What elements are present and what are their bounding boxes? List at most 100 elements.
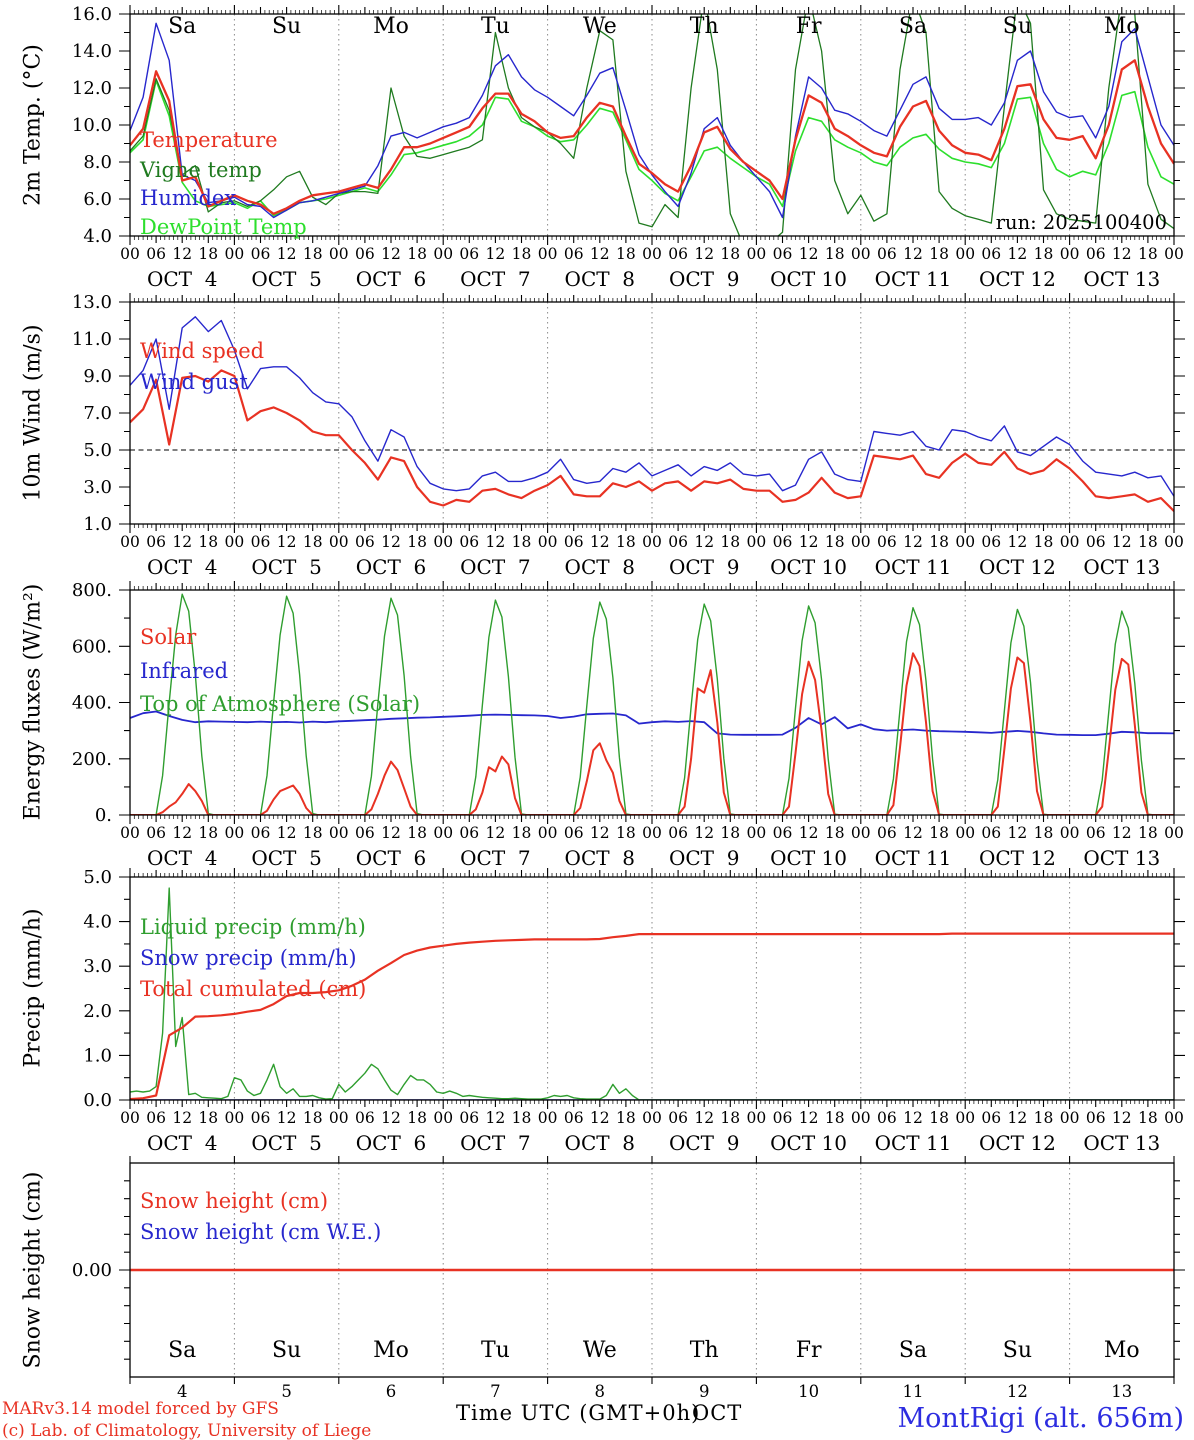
hour-label: 18: [616, 1109, 636, 1127]
weekday-label: Tu: [481, 14, 510, 39]
weekday-label: We: [583, 1338, 617, 1363]
hour-label: 06: [459, 1109, 479, 1127]
hour-label: 12: [486, 1109, 506, 1127]
hour-label: 12: [694, 245, 714, 263]
date-label: OCT 7: [460, 267, 530, 291]
hour-label: 12: [1112, 824, 1132, 842]
date-label: OCT 13: [1083, 555, 1160, 579]
station-label: MontRigi (alt. 656m): [897, 1403, 1184, 1434]
hour-label: 12: [1008, 533, 1028, 551]
hour-label: 00: [329, 245, 349, 263]
hour-label: 00: [433, 1109, 453, 1127]
date-label: OCT 7: [460, 555, 530, 579]
date-label: OCT 8: [565, 1131, 635, 1155]
hour-label: 00: [329, 1109, 349, 1127]
hour-label: 12: [172, 533, 192, 551]
humidex-line: [130, 22, 1174, 219]
day-number-label: 7: [490, 1382, 501, 1401]
hour-label: 06: [981, 245, 1001, 263]
legend-toa-solar: Top of Atmosphere (Solar): [140, 692, 421, 716]
hour-label: 06: [877, 1109, 897, 1127]
date-label: OCT 8: [565, 846, 635, 870]
y-tick-label: 4.0: [83, 226, 112, 247]
hour-label: 06: [251, 533, 271, 551]
hour-label: 06: [877, 533, 897, 551]
y-axis-title-temp: 2m Temp. (°C): [20, 44, 46, 206]
y-tick-label: 12.0: [72, 78, 112, 99]
date-label: OCT 5: [251, 846, 321, 870]
y-axis-title-snow: Snow height (cm): [20, 1171, 46, 1369]
legend-humidex: Humidex: [140, 186, 237, 210]
weekday-label: Sa: [168, 1338, 196, 1363]
hour-label: 12: [486, 824, 506, 842]
hour-label: 12: [381, 1109, 401, 1127]
hour-label: 18: [616, 533, 636, 551]
legend-wind-gust: Wind gust: [140, 370, 248, 394]
hour-label: 18: [1034, 533, 1054, 551]
weekday-label: Th: [690, 14, 719, 39]
hour-label: 18: [512, 533, 532, 551]
hour-label: 06: [459, 824, 479, 842]
hour-label: 00: [433, 533, 453, 551]
hour-label: 18: [198, 1109, 218, 1127]
hour-label: 18: [303, 533, 323, 551]
date-label: OCT 9: [669, 1131, 739, 1155]
y-tick-label: 13.0: [72, 292, 112, 313]
date-label: OCT 9: [669, 846, 739, 870]
weekday-label: Mo: [1104, 1338, 1140, 1363]
legend-total-cumulated: Total cumulated (cm): [140, 977, 367, 1001]
hour-label: 00: [538, 245, 558, 263]
date-label: OCT 7: [460, 846, 530, 870]
hour-label: 12: [172, 245, 192, 263]
y-ticks: [119, 589, 1185, 816]
hour-label: 00: [642, 824, 662, 842]
day-number-label: 8: [595, 1382, 606, 1401]
date-label: OCT 4: [147, 267, 217, 291]
hour-label: 06: [1086, 245, 1106, 263]
y-axis-title-energy: Energy fluxes (W/m²): [20, 583, 46, 821]
hour-label: 00: [225, 245, 245, 263]
day-ticks: [129, 1156, 1175, 1384]
hour-label: 12: [1112, 1109, 1132, 1127]
y-tick-label: 0.: [95, 805, 112, 826]
hour-label: 18: [929, 245, 949, 263]
run-label: run: 2025100400: [995, 211, 1167, 234]
hour-label: 06: [251, 1109, 271, 1127]
hour-minor-ticks: [133, 586, 1171, 819]
y-tick-label: 0.00: [72, 1260, 112, 1281]
hour-label: 18: [1138, 1109, 1158, 1127]
panel-snow: 0.00 Sa Su Mo Tu We Th Fr Sa Su Mo 4 5 6 7 8 9 10 11 12 13: [72, 1156, 1185, 1401]
date-label: OCT 11: [875, 1131, 952, 1155]
date-label: OCT 13: [1083, 846, 1160, 870]
hour-label: 12: [694, 824, 714, 842]
date-label: OCT 9: [669, 267, 739, 291]
hour-label: 18: [1138, 824, 1158, 842]
hour-label: 12: [590, 1109, 610, 1127]
hour-label: 06: [355, 245, 375, 263]
y-tick-label: 16.0: [72, 4, 112, 25]
hour-label: 18: [1138, 533, 1158, 551]
hour-label: 06: [146, 1109, 166, 1127]
hour-label: 06: [773, 533, 793, 551]
legend-dewpoint-temp: DewPoint Temp: [140, 215, 307, 239]
hour-label: 12: [1008, 824, 1028, 842]
hour-label: 00: [851, 824, 871, 842]
hour-label: 18: [1034, 1109, 1054, 1127]
hour-label: 18: [720, 824, 740, 842]
hour-label: 00: [1164, 824, 1184, 842]
hour-label: 00: [329, 824, 349, 842]
hour-label: 00: [120, 1109, 140, 1127]
hour-label: 12: [1112, 245, 1132, 263]
hour-label: 06: [564, 824, 584, 842]
hour-label: 00: [120, 533, 140, 551]
date-label: OCT 8: [565, 267, 635, 291]
y-ticks: [119, 13, 1185, 237]
hour-minor-ticks: [133, 873, 1171, 1104]
hour-label: 18: [825, 245, 845, 263]
hour-label: 12: [172, 824, 192, 842]
hour-label: 06: [877, 245, 897, 263]
hour-label: 06: [1086, 824, 1106, 842]
hour-label: 00: [225, 824, 245, 842]
y-tick-label: 800.: [72, 580, 112, 601]
hour-label: 06: [564, 1109, 584, 1127]
